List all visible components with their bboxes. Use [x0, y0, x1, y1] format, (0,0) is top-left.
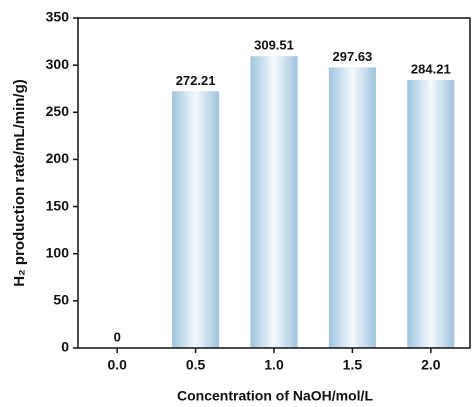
x-tick-label: 2.0: [421, 357, 441, 373]
bar: [407, 80, 455, 348]
y-tick-label: 350: [46, 9, 70, 25]
y-axis-label: H₂ production rate/mL/min/g): [11, 79, 28, 287]
data-label: 309.51: [254, 38, 294, 53]
y-tick-label: 100: [46, 244, 70, 260]
y-tick-label: 0: [61, 339, 69, 355]
y-tick-label: 250: [46, 103, 70, 119]
y-tick-label: 50: [53, 292, 69, 308]
y-tick-label: 150: [46, 197, 70, 213]
x-tick-label: 1.0: [264, 357, 284, 373]
data-label: 284.21: [411, 61, 451, 76]
x-tick-label: 0.5: [186, 357, 206, 373]
y-tick-label: 200: [46, 150, 70, 166]
y-tick-label: 300: [46, 56, 70, 72]
bar: [250, 56, 298, 349]
bar: [172, 91, 220, 349]
data-label: 272.21: [176, 73, 216, 88]
plot-frame: [77, 17, 471, 349]
data-label: 0: [114, 329, 121, 344]
data-label: 297.63: [333, 49, 373, 64]
x-tick-label: 0.0: [107, 357, 127, 373]
bar: [328, 67, 376, 348]
x-axis-label: Concentration of NaOH/mol/L: [177, 388, 373, 404]
x-tick-label: 1.5: [343, 357, 363, 373]
